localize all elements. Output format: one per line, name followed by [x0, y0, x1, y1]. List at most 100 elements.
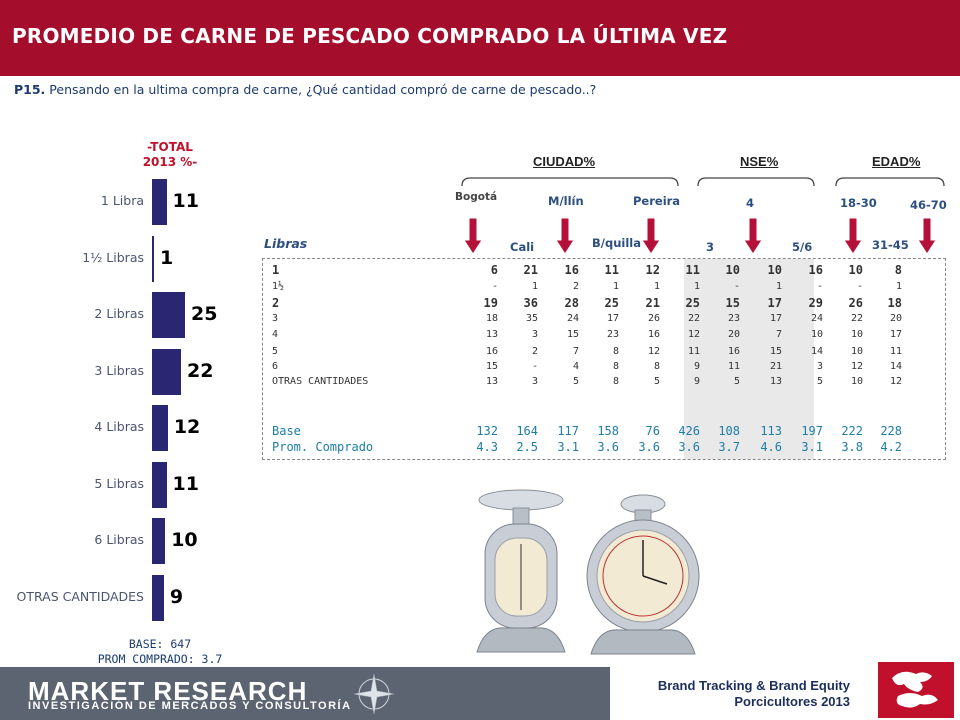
arrow-medellin-icon	[555, 217, 575, 255]
table-cell: 8	[653, 361, 660, 372]
table-cell: 20	[727, 329, 740, 340]
table-cell: 3.1	[801, 440, 823, 454]
table-cell: 15	[725, 296, 740, 310]
col-head-medellin: M/llín	[548, 194, 584, 208]
table-cell: 17	[889, 329, 902, 340]
bar-value-label: 25	[191, 303, 218, 325]
bar-label: 1 Libra	[100, 193, 144, 208]
table-cell: 4	[572, 361, 579, 372]
table-cell: 76	[645, 424, 660, 438]
table-cell: 9	[693, 361, 700, 372]
table-cell: 197	[801, 424, 823, 438]
table-cell: 21	[523, 263, 538, 277]
table-cell: 5	[653, 376, 660, 387]
study-name: Brand Tracking & Brand Equity Porciculto…	[610, 678, 850, 710]
table-cell: 5	[816, 376, 823, 387]
table-cell: 1	[653, 281, 660, 292]
table-cell: 8	[612, 361, 619, 372]
table-cell: 18	[887, 296, 902, 310]
table-cell: -	[856, 281, 863, 292]
table-row-label: OTRAS CANTIDADES	[272, 376, 369, 387]
table-cell: 11	[685, 263, 700, 277]
table-cell: 9	[693, 376, 700, 387]
bar-label: 1½ Libras	[82, 249, 144, 265]
question-text: P15. Pensando en la ultima compra de car…	[14, 82, 596, 97]
arrow-pereira-icon	[641, 217, 661, 255]
table-cell: 3.7	[718, 440, 740, 454]
table-cell: 2	[531, 346, 538, 357]
table-cell: 3.6	[597, 440, 619, 454]
bar-value-label: 22	[187, 359, 214, 382]
table-cell: 8	[894, 263, 902, 277]
col-head-nse-4: 4	[746, 196, 755, 210]
table-row-label: Prom. Comprado	[272, 440, 374, 454]
table-cell: 36	[523, 296, 538, 310]
table-row-label: 1½	[272, 281, 285, 292]
bar-label: OTRAS CANTIDADES	[16, 588, 144, 604]
crosstab-table	[262, 258, 946, 460]
table-cell: 10	[848, 263, 863, 277]
nse-shade	[684, 259, 814, 459]
table-cell: 26	[647, 313, 660, 324]
table-cell: 13	[769, 376, 782, 387]
table-row-label: Base	[272, 424, 301, 438]
total-header: -TOTAL 2013 %-	[120, 140, 220, 170]
table-cell: 10	[810, 329, 823, 340]
table-cell: 14	[810, 346, 823, 357]
bar-value-label: 12	[173, 416, 201, 438]
bar	[152, 574, 164, 621]
table-cell: 21	[769, 361, 782, 372]
table-cell: 3.8	[841, 440, 863, 454]
table-cell: 35	[525, 313, 538, 324]
table-cell: 4.3	[476, 440, 498, 454]
table-cell: 11	[604, 263, 619, 277]
table-row-label: 1	[272, 263, 280, 277]
bar-value-label: 9	[169, 585, 184, 608]
scale-pan-left	[478, 489, 564, 511]
bar-label: 4 Libras	[94, 419, 144, 434]
bar	[152, 405, 168, 451]
page-title: PROMEDIO DE CARNE DE PESCADO COMPRADO LA…	[12, 24, 728, 48]
table-row-label: 4	[272, 329, 279, 340]
col-head-barranquilla: B/quilla	[592, 236, 641, 250]
table-cell: 15	[769, 346, 782, 357]
table-cell: 158	[597, 424, 619, 438]
bar-value-label: 11	[172, 472, 199, 495]
table-cell: 10	[850, 329, 863, 340]
question-body: Pensando en la ultima compra de carne, ¿…	[49, 82, 597, 97]
table-cell: 12	[647, 346, 660, 357]
total-header-line1: -TOTAL	[147, 140, 193, 154]
table-cell: 10	[850, 346, 863, 357]
base-count: BASE: 647	[128, 637, 192, 651]
table-row-label: 2	[272, 296, 280, 310]
col-head-pereira: Pereira	[633, 194, 681, 208]
total-header-line2: 2013 %-	[142, 155, 198, 169]
arrow-edad4670-icon	[917, 217, 937, 255]
company-subtitle: INVESTIGACIÓN DE MERCADOS Y CONSULTORÍA	[28, 700, 352, 712]
table-cell: 108	[718, 424, 740, 438]
bar-value-label: 1	[160, 246, 174, 269]
group-edad: EDAD%	[872, 154, 921, 169]
table-cell: 28	[564, 296, 579, 310]
table-cell: 12	[687, 329, 700, 340]
compass-icon	[353, 673, 395, 715]
table-cell: 17	[606, 313, 619, 324]
table-cell: 13	[485, 329, 498, 340]
table-cell: 5	[733, 376, 740, 387]
col-head-edad-31-45: 31-45	[872, 238, 909, 252]
base-info: BASE: 647 PROM COMPRADO: 3.7	[70, 637, 250, 667]
table-cell: 228	[880, 424, 902, 438]
table-cell: 8	[612, 346, 619, 357]
table-cell: 16	[727, 346, 740, 357]
table-cell: 22	[687, 313, 700, 324]
table-cell: 426	[678, 424, 700, 438]
bar-label: 6 Libras	[94, 532, 144, 547]
table-cell: 15	[485, 361, 498, 372]
table-cell: -	[531, 361, 538, 372]
bar	[152, 179, 167, 225]
bar	[152, 348, 182, 395]
table-cell: 6	[490, 263, 498, 277]
table-cell: 19	[483, 296, 498, 310]
table-cell: 1	[895, 281, 902, 292]
study-box	[610, 667, 870, 720]
